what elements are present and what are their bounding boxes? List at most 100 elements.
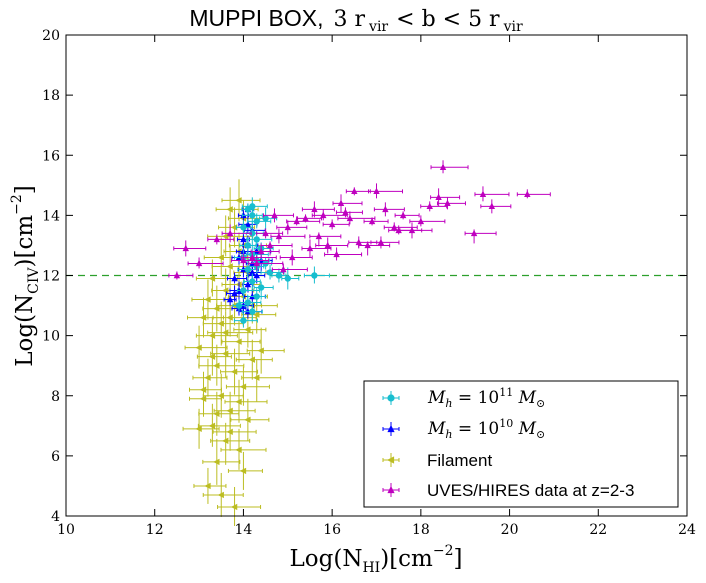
legend-marker: [387, 394, 395, 402]
data-point: [244, 416, 251, 423]
y-tick-label: 8: [51, 389, 60, 405]
x-tick-label: 16: [323, 522, 341, 538]
data-point: [391, 223, 398, 231]
data-point: [439, 163, 447, 170]
data-point: [253, 236, 260, 243]
series-0: [232, 197, 330, 328]
x-tick-label: 18: [412, 522, 430, 538]
data-point: [333, 250, 340, 258]
x-tick-label: 22: [589, 522, 607, 538]
chart-title-prefix: MUPPI BOX,: [189, 5, 323, 31]
data-point: [208, 353, 216, 360]
data-point: [208, 275, 216, 282]
legend-marker: [386, 456, 395, 464]
x-tick-label: 24: [678, 522, 696, 538]
data-point: [204, 374, 211, 381]
data-point: [328, 220, 336, 228]
data-point: [257, 347, 264, 354]
data-point: [253, 271, 260, 279]
legend-label-uves-hires: UVES/HIRES data at z=2-3: [427, 481, 634, 500]
data-point: [221, 437, 229, 445]
x-tick-label: 20: [501, 522, 519, 538]
data-point: [395, 226, 402, 234]
x-axis-ticks: 10 12 14 16 18 20 22 24: [57, 35, 696, 538]
data-point: [249, 308, 256, 315]
x-axis-label: Log(NHI)[cm−2]: [290, 543, 463, 576]
y-axis-ticks: 4 6 8 10 12 14 16 18 20: [42, 28, 687, 525]
data-point: [284, 223, 291, 231]
data-point: [226, 229, 234, 237]
data-point: [240, 235, 247, 243]
data-point: [221, 350, 229, 357]
legend: Mh = 1011 M⊙ Mh = 1010 M⊙ Filament UVES/…: [363, 380, 679, 508]
chart-title: MUPPI BOX, 3 r vir < b < 5 r vir: [189, 5, 523, 35]
data-point: [235, 398, 242, 405]
data-point: [293, 217, 300, 225]
legend-label-filament: Filament: [427, 451, 492, 470]
y-tick-label: 20: [42, 28, 60, 44]
data-point: [355, 238, 362, 246]
y-tick-label: 12: [42, 269, 60, 285]
y-tick-label: 10: [42, 329, 60, 345]
data-point: [221, 233, 229, 240]
y-tick-label: 16: [42, 148, 60, 164]
data-point: [204, 482, 211, 490]
data-point: [337, 199, 345, 207]
data-point: [244, 299, 252, 306]
data-point: [240, 317, 247, 324]
legend-entry-uves-hires: UVES/HIRES data at z=2-3: [382, 481, 634, 500]
data-point: [306, 244, 314, 252]
data-point: [221, 329, 229, 336]
data-point: [435, 193, 442, 201]
data-point: [173, 271, 181, 279]
data-point: [275, 272, 283, 279]
data-point: [199, 386, 207, 393]
data-point: [266, 241, 274, 249]
x-tick-label: 14: [235, 522, 253, 538]
series-layer: [168, 160, 551, 526]
data-point: [253, 218, 260, 225]
data-point: [217, 491, 224, 499]
chart-title-part-c: < b < 5 r: [396, 7, 500, 32]
data-point: [208, 422, 216, 430]
data-point: [235, 197, 242, 204]
data-point: [280, 265, 287, 273]
data-point: [253, 311, 260, 318]
data-point: [346, 214, 354, 222]
data-point: [249, 268, 256, 276]
data-point: [195, 259, 203, 267]
legend-box: [363, 380, 679, 508]
data-point: [226, 263, 233, 270]
data-point: [426, 202, 433, 210]
data-point: [240, 287, 247, 294]
data-point: [230, 224, 238, 231]
data-point: [204, 296, 211, 303]
data-point: [444, 199, 451, 207]
data-point: [249, 278, 256, 285]
y-tick-label: 6: [51, 449, 60, 465]
chart-title-part-b: vir: [368, 19, 388, 35]
data-point: [253, 374, 260, 381]
data-point: [248, 356, 255, 363]
data-point: [262, 215, 269, 222]
data-point: [231, 289, 238, 297]
data-point: [226, 428, 233, 436]
data-point: [213, 458, 220, 466]
y-axis-label: Log(NCIV)[cm−2]: [9, 185, 42, 367]
legend-label-mh11: Mh = 1011 M⊙: [427, 386, 545, 410]
series-3: [168, 160, 551, 280]
data-point: [217, 320, 224, 327]
data-point: [226, 295, 234, 303]
y-tick-label: 18: [42, 88, 60, 104]
data-point: [240, 256, 247, 264]
data-point: [244, 242, 252, 249]
legend-label-mh10: Mh = 1010 M⊙: [427, 417, 545, 441]
data-point: [311, 272, 318, 279]
data-point: [239, 383, 247, 390]
data-point: [253, 259, 260, 267]
y-tick-label: 14: [42, 208, 60, 224]
data-point: [289, 253, 296, 261]
data-point: [244, 280, 252, 288]
data-point: [262, 229, 269, 237]
legend-symbol-mh10: [382, 422, 400, 436]
